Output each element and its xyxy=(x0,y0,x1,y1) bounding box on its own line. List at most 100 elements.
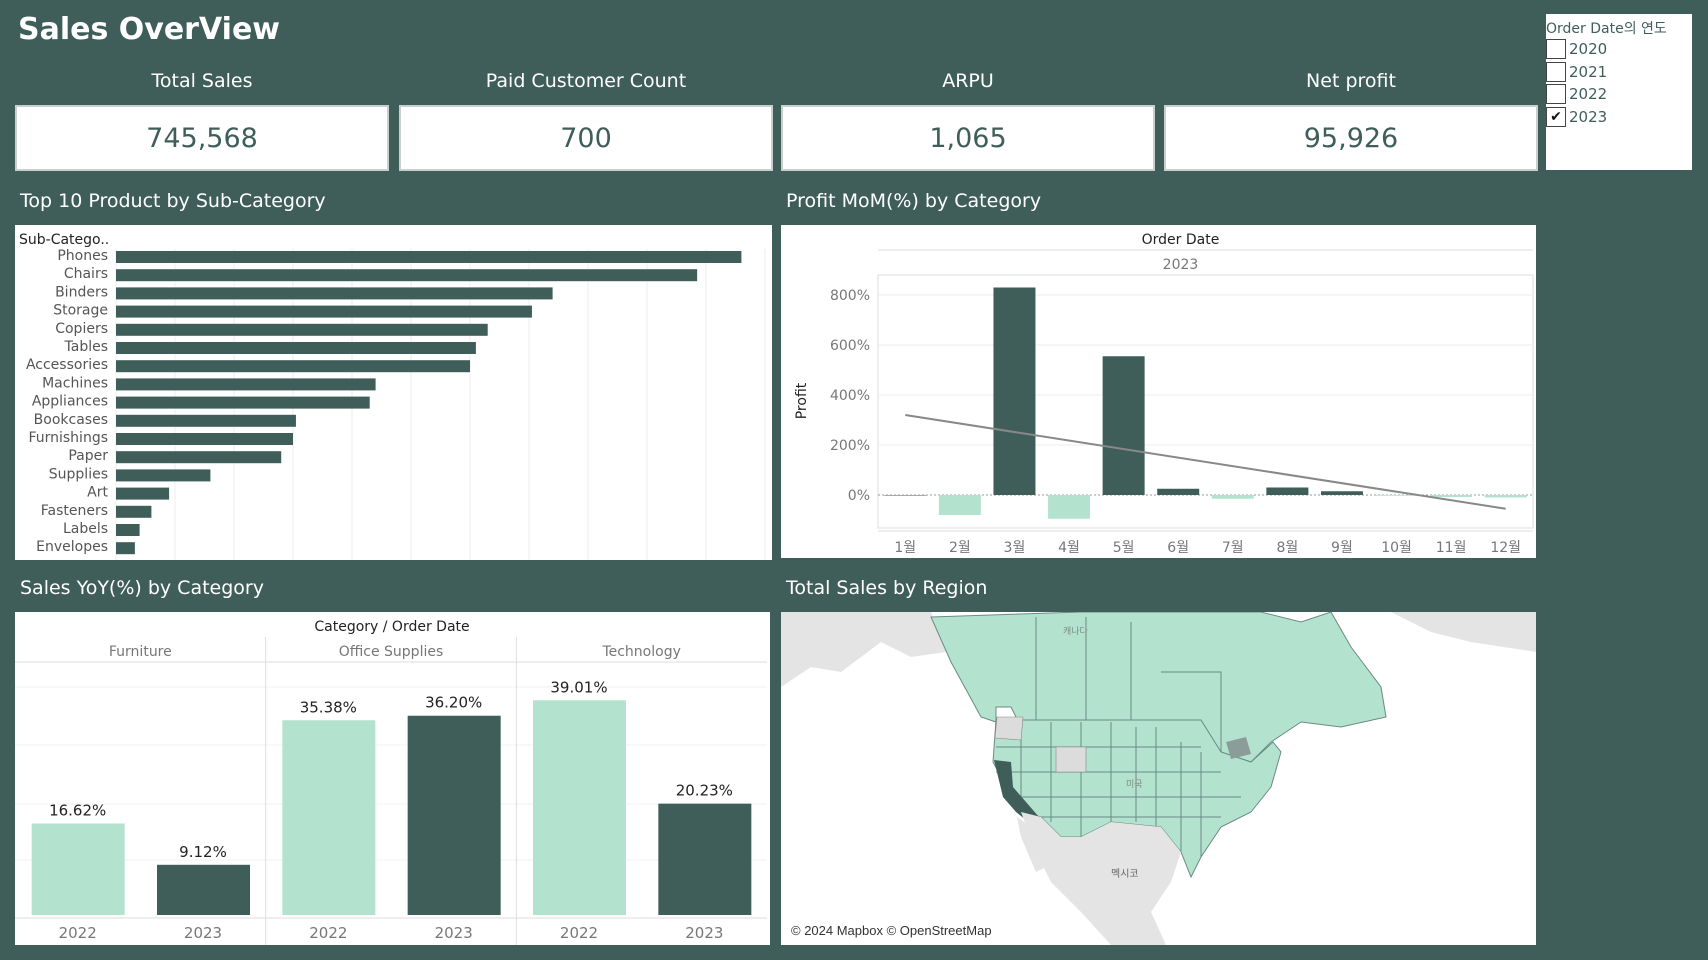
x-tick-label: 2022 xyxy=(560,924,598,942)
section-title-mom: Profit MoM(%) by Category xyxy=(786,190,1042,212)
bar xyxy=(884,495,927,496)
bar-data-label: 39.01% xyxy=(550,678,607,696)
x-tick-label: 2022 xyxy=(59,924,97,942)
y-tick-label: 400% xyxy=(830,388,870,404)
year-option-2021[interactable]: 2021 xyxy=(1546,61,1692,84)
trend-line xyxy=(905,414,1506,510)
bar-label: Envelopes xyxy=(36,539,108,555)
bar-label: Paper xyxy=(68,448,108,464)
bar xyxy=(116,469,211,482)
newyork-state xyxy=(1226,737,1251,759)
top10-bar-chart: Sub-Catego..Phones Chairs Binders Storage Co… xyxy=(19,232,766,560)
kpi-arpu-label: ARPU xyxy=(942,70,994,92)
bar-label: Accessories xyxy=(26,357,108,373)
x-tick-label: 9월 xyxy=(1331,540,1353,556)
kpi-customer-count-label: Paid Customer Count xyxy=(485,70,687,92)
bar xyxy=(116,524,140,536)
bar-label: Storage xyxy=(53,303,108,319)
bar xyxy=(116,433,293,445)
plot-frame xyxy=(877,274,1534,529)
kpi-arpu-card: 1,065 xyxy=(781,105,1155,171)
bar-label: Furnishings xyxy=(28,430,108,446)
section-title-yoy: Sales YoY(%) by Category xyxy=(20,577,264,599)
map-attribution[interactable]: © 2024 Mapbox © OpenStreetMap xyxy=(789,922,994,939)
y-tick-label: 0% xyxy=(848,488,870,504)
bar xyxy=(116,542,135,555)
region-map-panel[interactable]: 캐나다 미국 멕시코 © 2024 Mapbox © OpenStreetMap xyxy=(781,612,1536,945)
bar-label: Supplies xyxy=(49,466,108,482)
bar xyxy=(1320,491,1363,495)
yoy-chart-panel: Category / Order Date Furniture 16.62% 2022… xyxy=(15,612,770,945)
bar xyxy=(1157,488,1200,495)
bar xyxy=(116,287,553,300)
year-option-label: 2020 xyxy=(1569,40,1608,59)
year-option-2022[interactable]: 2022 xyxy=(1546,83,1692,106)
group-label: Furniture xyxy=(109,644,172,660)
y-tick-label: 800% xyxy=(830,288,870,304)
map-label-usa: 미국 xyxy=(1126,779,1143,790)
bar-label: Tables xyxy=(64,339,109,355)
greenland-land xyxy=(1391,612,1536,652)
section-title-top10: Top 10 Product by Sub-Category xyxy=(20,190,326,212)
group-label: Technology xyxy=(601,644,680,660)
year-option-2023[interactable]: ✔ 2023 xyxy=(1546,106,1692,129)
bar xyxy=(116,451,282,464)
x-tick-label: 2월 xyxy=(949,540,971,556)
mom-bar-chart: Order Date 2023 0% 200% 400% 600% 800% Profit 1월… xyxy=(794,232,1534,556)
bar xyxy=(1266,487,1309,495)
section-title-region: Total Sales by Region xyxy=(786,577,988,599)
kpi-net-profit-card: 95,926 xyxy=(1164,105,1538,171)
bar-data-label: 36.20% xyxy=(425,694,482,712)
kpi-total-sales-label: Total Sales xyxy=(151,70,253,92)
bar xyxy=(116,414,296,427)
region-map[interactable]: 캐나다 미국 멕시코 xyxy=(781,612,1536,945)
year-option-2020[interactable]: 2020 xyxy=(1546,38,1692,61)
year-option-label: 2022 xyxy=(1569,85,1608,104)
subcategory-header: Sub-Catego.. xyxy=(19,232,109,248)
bar-data-label: 16.62% xyxy=(49,802,106,820)
kpi-net-profit-value: 95,926 xyxy=(1303,122,1399,154)
bar-label: Phones xyxy=(57,248,108,264)
year-option-label: 2023 xyxy=(1569,107,1608,126)
col-header: Order Date xyxy=(1142,232,1220,248)
bar xyxy=(993,287,1036,495)
x-tick-label: 10월 xyxy=(1381,540,1412,556)
bar xyxy=(1484,495,1527,498)
checkbox[interactable] xyxy=(1546,84,1566,105)
bar xyxy=(116,487,170,500)
year-filter-title: Order Date의 연도 xyxy=(1546,21,1667,37)
x-tick-label: 6월 xyxy=(1167,540,1189,556)
bar xyxy=(116,360,470,373)
baja-peninsula xyxy=(1017,817,1046,872)
california-state xyxy=(994,760,1039,824)
bar xyxy=(282,720,376,915)
map-label-mexico: 멕시코 xyxy=(1111,868,1139,880)
y-tick-label: 600% xyxy=(830,338,870,354)
kpi-customer-count-card: 700 xyxy=(399,105,773,171)
checkbox[interactable] xyxy=(1546,39,1566,60)
x-tick-label: 11월 xyxy=(1436,540,1467,556)
x-tick-label: 2022 xyxy=(309,924,347,942)
bar xyxy=(116,251,742,263)
bar xyxy=(1048,495,1091,519)
group-label: Office Supplies xyxy=(339,644,444,660)
canada-province-lines xyxy=(1035,617,1222,752)
mexico-region xyxy=(1021,812,1181,945)
checkbox[interactable]: ✔ xyxy=(1546,106,1566,127)
usa-state-lines xyxy=(996,722,1241,857)
bar xyxy=(116,323,488,336)
bar xyxy=(1211,495,1254,499)
bar-label: Chairs xyxy=(64,266,108,282)
bar-label: Fasteners xyxy=(41,503,108,519)
checkbox[interactable] xyxy=(1546,61,1566,82)
x-tick-label: 4월 xyxy=(1058,540,1080,556)
col-value: 2023 xyxy=(1163,257,1199,273)
map-label-canada: 캐나다 xyxy=(1063,626,1089,637)
kpi-customer-count-value: 700 xyxy=(560,122,612,154)
kpi-net-profit-label: Net profit xyxy=(1306,70,1396,92)
col-header: Category / Order Date xyxy=(314,619,469,635)
page-title: Sales OverView xyxy=(18,12,281,47)
bar xyxy=(533,700,626,915)
bar-label: Art xyxy=(87,485,108,501)
bar xyxy=(116,505,152,518)
